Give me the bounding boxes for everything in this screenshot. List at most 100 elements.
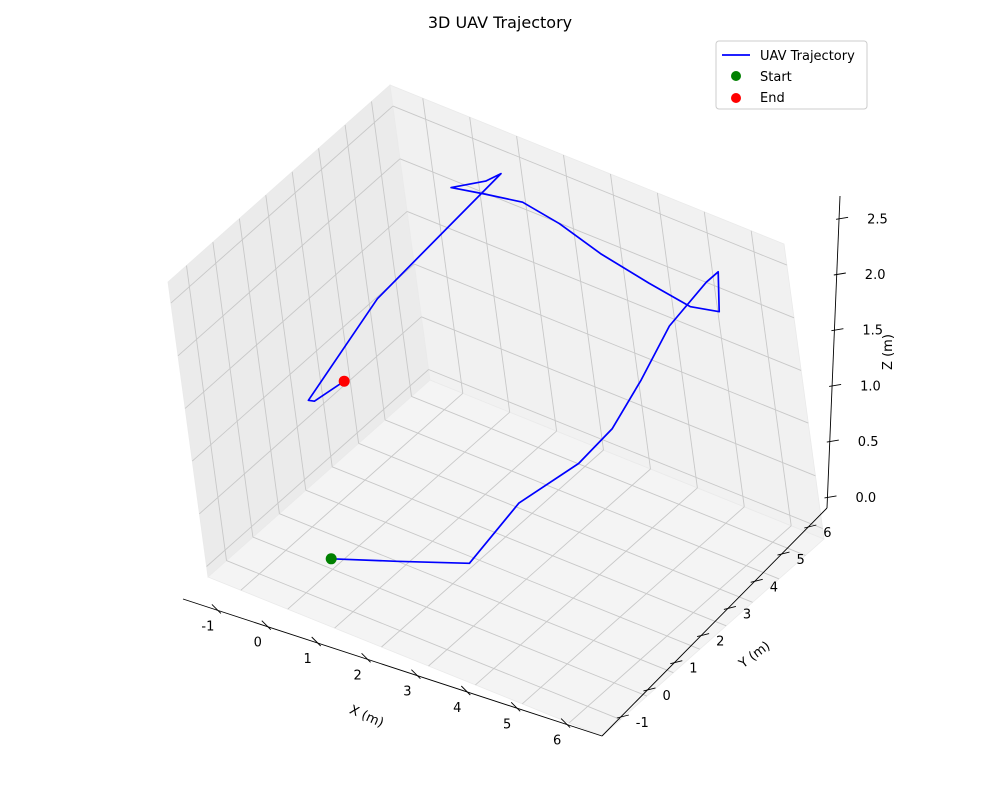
- grid-line-x: [610, 173, 651, 470]
- y-tick-label: 5: [797, 553, 805, 568]
- x-tick: [361, 652, 371, 663]
- grid-lines: [170, 98, 823, 724]
- grid-line-z: [428, 369, 823, 529]
- x-tick: [460, 685, 471, 696]
- grid-line-y: [279, 513, 674, 674]
- grid-line-x: [703, 211, 745, 507]
- x-tick: [211, 604, 222, 614]
- grid-line-x: [563, 154, 604, 451]
- z-tick-label: 1.0: [860, 379, 881, 394]
- z-tick-label: 0.5: [858, 435, 879, 450]
- z-tick-label: 0.0: [856, 491, 877, 506]
- y-tick-label: 2: [716, 635, 724, 650]
- grid-line-z: [184, 211, 408, 409]
- grid-line-x: [381, 449, 604, 648]
- z-axis-label: Z (m): [881, 334, 896, 370]
- z-tick: [833, 272, 846, 276]
- x-tick-label: 4: [453, 701, 461, 716]
- grid-line-x: [240, 392, 464, 591]
- grid-line-z: [414, 263, 809, 424]
- y-axis-label: Y (m): [736, 639, 774, 673]
- grid-line-y: [318, 148, 360, 444]
- trajectory-line: [307, 172, 721, 565]
- grid-line-y: [265, 195, 307, 491]
- y-tick: [750, 578, 763, 583]
- y-tick: [670, 660, 683, 665]
- z-tick: [829, 383, 842, 387]
- grid-line-y: [332, 466, 727, 627]
- x-tick-label: 3: [403, 685, 411, 700]
- grid-line-x: [469, 117, 511, 413]
- y-tick: [616, 714, 629, 719]
- z-tick-label: 2.0: [865, 268, 886, 283]
- end-point: [338, 375, 350, 387]
- grid-line-y: [291, 171, 333, 467]
- grid-line-y: [344, 124, 386, 420]
- grid-line-x: [750, 230, 792, 526]
- grid-line-z: [192, 263, 415, 462]
- y-tick: [643, 687, 656, 692]
- grid-line-x: [522, 506, 745, 705]
- start-point: [325, 553, 337, 565]
- plot-area: [307, 172, 721, 565]
- grid-line-y: [252, 536, 648, 697]
- grid-line-y: [358, 442, 753, 603]
- grid-line-z: [392, 105, 788, 266]
- x-tick-label: 2: [353, 668, 361, 683]
- x-tick: [311, 636, 322, 647]
- grid-line-x: [568, 525, 792, 724]
- z-tick-label: 1.5: [862, 324, 883, 339]
- grid-line-y: [226, 560, 621, 721]
- grid-line-y: [411, 395, 806, 556]
- legend-label-end: End: [760, 91, 785, 106]
- x-tick-label: 1: [304, 652, 312, 667]
- x-tick: [261, 620, 272, 631]
- x-tick: [560, 718, 571, 728]
- z-tick-label: 2.5: [867, 212, 888, 227]
- z-tick: [831, 328, 844, 332]
- grid-line-z: [170, 105, 394, 304]
- x-tick: [411, 669, 421, 680]
- x-axis-line: [182, 598, 603, 737]
- chart-title: 3D UAV Trajectory: [428, 13, 572, 32]
- legend-label-start: Start: [760, 70, 792, 85]
- z-tick: [836, 216, 849, 220]
- y-axis-line: [601, 507, 828, 737]
- z-axis-line: [826, 195, 841, 509]
- grid-line-x: [656, 192, 698, 488]
- grid-line-x: [516, 136, 558, 432]
- legend-start-swatch: [731, 71, 741, 81]
- axis-panes: [167, 84, 825, 737]
- grid-line-x: [475, 487, 698, 686]
- y-tick-label: -1: [636, 716, 649, 731]
- grid-line-z: [199, 316, 422, 515]
- grid-line-x: [334, 430, 557, 629]
- grid-line-x: [428, 468, 651, 667]
- z-tick: [826, 439, 839, 443]
- z-tick: [824, 495, 837, 499]
- grid-line-y: [186, 265, 227, 561]
- x-tick-label: 5: [503, 717, 511, 732]
- y-tick-label: 4: [770, 580, 778, 595]
- grid-line-z: [421, 316, 816, 477]
- axis-lines: [182, 195, 841, 737]
- x-tick: [510, 701, 521, 712]
- y-tick: [696, 633, 710, 638]
- grid-line-y: [371, 101, 412, 397]
- x-axis-label: X (m): [347, 703, 386, 731]
- y-tick: [723, 605, 737, 610]
- legend-end-swatch: [731, 93, 741, 103]
- grid-line-z: [406, 210, 802, 371]
- y-tick-label: 3: [743, 607, 751, 622]
- grid-line-z: [177, 158, 401, 357]
- grid-line-x: [422, 98, 464, 394]
- y-tick: [804, 524, 817, 529]
- legend-label-trajectory: UAV Trajectory: [760, 49, 855, 64]
- y-tick-label: 0: [663, 689, 671, 704]
- x-tick-label: 0: [254, 636, 262, 651]
- x-tick-label: -1: [201, 619, 214, 634]
- legend-box: [715, 40, 868, 110]
- y-tick: [777, 551, 790, 556]
- axis-ticks: -1 0 1 2 3 4 5 6 -1 0 1 2 3 4 5 6 0.0 0.5 1.0 1.5 2.0 2.5: [201, 212, 887, 748]
